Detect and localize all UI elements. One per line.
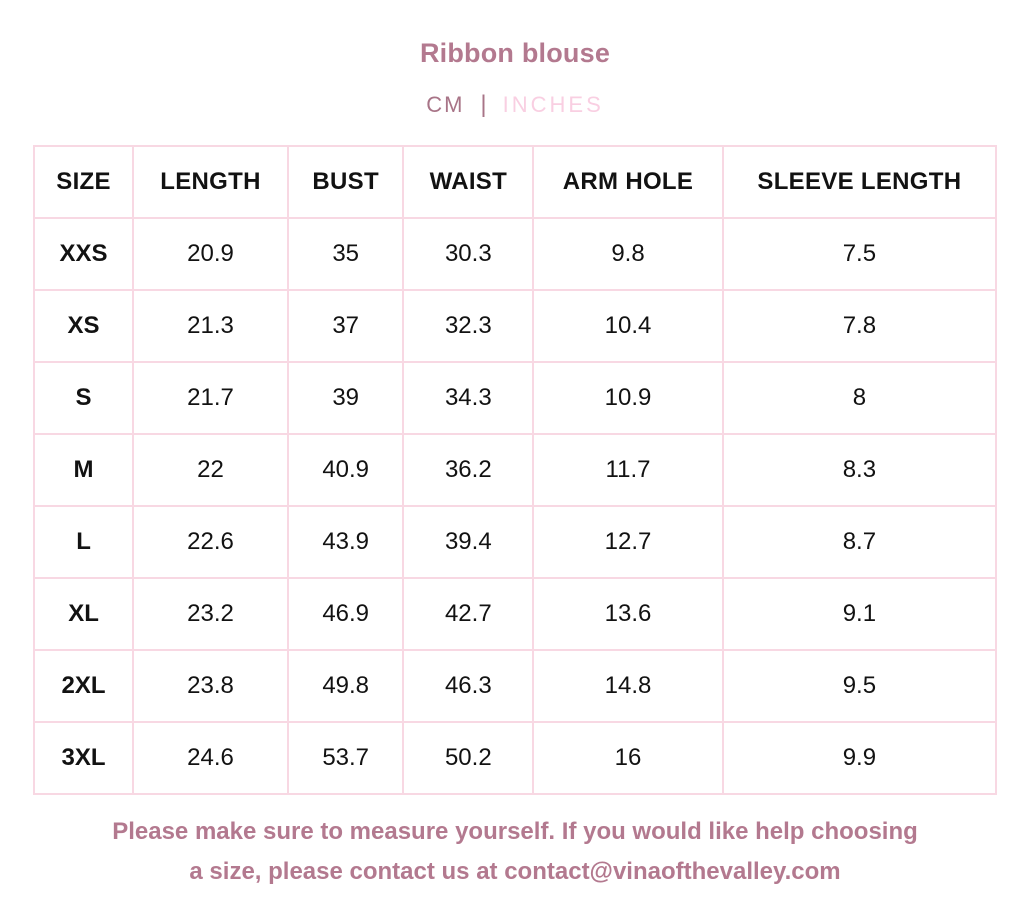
cell-arm-hole: 12.7 <box>532 505 724 579</box>
cell-waist: 36.2 <box>402 433 535 507</box>
cell-arm-hole: 16 <box>532 721 724 795</box>
table-row: XXS 20.9 35 30.3 9.8 7.5 <box>32 217 998 291</box>
header-cell-waist: WAIST <box>402 145 535 219</box>
header-cell-size: SIZE <box>32 145 135 219</box>
cell-waist: 46.3 <box>402 649 535 723</box>
cell-size: XXS <box>32 217 135 291</box>
cell-length: 23.2 <box>132 577 289 651</box>
table-row: 3XL 24.6 53.7 50.2 16 9.9 <box>32 721 998 795</box>
cell-waist: 42.7 <box>402 577 535 651</box>
cell-waist: 34.3 <box>402 361 535 435</box>
cell-waist: 32.3 <box>402 289 535 363</box>
cell-length: 21.7 <box>132 361 289 435</box>
cell-arm-hole: 10.9 <box>532 361 724 435</box>
header-cell-sleeve-length: SLEEVE LENGTH <box>721 145 998 219</box>
table-row: XL 23.2 46.9 42.7 13.6 9.1 <box>32 577 998 651</box>
cell-size: M <box>32 433 135 507</box>
cell-size: XL <box>32 577 135 651</box>
unit-toggle: CM | INCHES <box>0 91 1030 119</box>
unit-inches-button[interactable]: INCHES <box>502 92 604 117</box>
cell-length: 21.3 <box>132 289 289 363</box>
cell-bust: 46.9 <box>286 577 405 651</box>
table-row: S 21.7 39 34.3 10.9 8 <box>32 361 998 435</box>
page-title: Ribbon blouse <box>419 38 611 68</box>
cell-size: 2XL <box>32 649 135 723</box>
footer-note-line-2: a size, please contact us at contact@vin… <box>189 858 841 885</box>
cell-sleeve-length: 8 <box>721 361 998 435</box>
cell-size: XS <box>32 289 135 363</box>
table-row: 2XL 23.8 49.8 46.3 14.8 9.5 <box>32 649 998 723</box>
cell-length: 23.8 <box>132 649 289 723</box>
unit-cm-button[interactable]: CM <box>426 92 465 117</box>
footer-note: Please make sure to measure yourself. If… <box>0 812 1030 892</box>
footer-note-line-1: Please make sure to measure yourself. If… <box>112 818 918 845</box>
cell-arm-hole: 14.8 <box>532 649 724 723</box>
header-cell-length: LENGTH <box>132 145 289 219</box>
cell-sleeve-length: 9.5 <box>721 649 998 723</box>
cell-arm-hole: 11.7 <box>532 433 724 507</box>
cell-sleeve-length: 8.7 <box>721 505 998 579</box>
cell-arm-hole: 13.6 <box>532 577 724 651</box>
table-row: L 22.6 43.9 39.4 12.7 8.7 <box>32 505 998 579</box>
unit-separator: | <box>480 91 487 118</box>
cell-size: L <box>32 505 135 579</box>
cell-arm-hole: 10.4 <box>532 289 724 363</box>
cell-bust: 37 <box>286 289 405 363</box>
cell-bust: 43.9 <box>286 505 405 579</box>
cell-length: 24.6 <box>132 721 289 795</box>
cell-bust: 39 <box>286 361 405 435</box>
cell-waist: 30.3 <box>402 217 535 291</box>
cell-sleeve-length: 7.8 <box>721 289 998 363</box>
cell-size: 3XL <box>32 721 135 795</box>
cell-size: S <box>32 361 135 435</box>
cell-sleeve-length: 8.3 <box>721 433 998 507</box>
cell-waist: 39.4 <box>402 505 535 579</box>
cell-bust: 49.8 <box>286 649 405 723</box>
cell-bust: 35 <box>286 217 405 291</box>
cell-bust: 53.7 <box>286 721 405 795</box>
size-chart-table: SIZE LENGTH BUST WAIST ARM HOLE SLEEVE L… <box>32 145 998 795</box>
header-cell-arm-hole: ARM HOLE <box>532 145 724 219</box>
table-header-row: SIZE LENGTH BUST WAIST ARM HOLE SLEEVE L… <box>32 145 998 219</box>
cell-length: 22 <box>132 433 289 507</box>
cell-sleeve-length: 9.1 <box>721 577 998 651</box>
header-cell-bust: BUST <box>286 145 405 219</box>
cell-length: 20.9 <box>132 217 289 291</box>
table-row: M 22 40.9 36.2 11.7 8.3 <box>32 433 998 507</box>
cell-sleeve-length: 7.5 <box>721 217 998 291</box>
cell-sleeve-length: 9.9 <box>721 721 998 795</box>
cell-length: 22.6 <box>132 505 289 579</box>
cell-arm-hole: 9.8 <box>532 217 724 291</box>
table-row: XS 21.3 37 32.3 10.4 7.8 <box>32 289 998 363</box>
cell-waist: 50.2 <box>402 721 535 795</box>
cell-bust: 40.9 <box>286 433 405 507</box>
